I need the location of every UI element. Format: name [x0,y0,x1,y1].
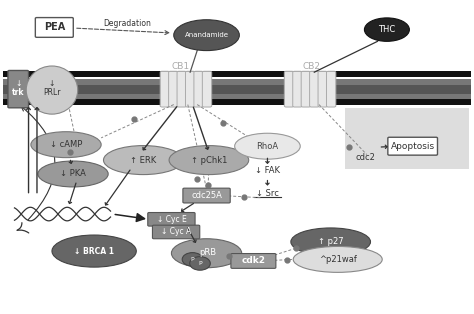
FancyBboxPatch shape [202,71,212,107]
Text: RhoA: RhoA [256,142,279,151]
FancyBboxPatch shape [388,137,438,155]
Text: ^p21waf: ^p21waf [319,255,356,264]
Bar [3,84,471,94]
Text: ↓ Cyc E: ↓ Cyc E [156,215,186,224]
FancyBboxPatch shape [231,253,276,268]
Ellipse shape [174,20,239,51]
Text: Apoptosis: Apoptosis [391,142,435,151]
FancyBboxPatch shape [36,18,73,37]
FancyArrowPatch shape [17,223,22,230]
Text: cdc2: cdc2 [356,154,376,162]
Bar [3,71,471,77]
Ellipse shape [38,161,108,187]
Ellipse shape [293,246,382,272]
FancyArrowPatch shape [17,230,29,233]
Ellipse shape [52,235,137,267]
Text: ↓ BRCA 1: ↓ BRCA 1 [74,246,114,256]
Ellipse shape [172,239,242,268]
FancyBboxPatch shape [327,71,336,107]
Text: CB1: CB1 [172,62,190,71]
Text: PRLr: PRLr [43,88,61,97]
Ellipse shape [182,253,203,266]
Ellipse shape [31,132,101,158]
Bar [3,90,471,99]
Text: ↓ cAMP: ↓ cAMP [50,140,82,149]
FancyArrowPatch shape [21,106,55,220]
Bar [3,84,471,94]
Text: ↓ FAK: ↓ FAK [255,166,280,176]
Text: ↓ Src: ↓ Src [256,189,279,198]
Text: Anandamide: Anandamide [184,32,228,38]
FancyBboxPatch shape [160,71,170,107]
Ellipse shape [190,257,210,270]
FancyBboxPatch shape [153,225,200,239]
Text: ↓: ↓ [15,79,21,88]
FancyBboxPatch shape [8,70,28,108]
FancyBboxPatch shape [318,71,328,107]
Bar [3,99,471,105]
Ellipse shape [365,18,410,41]
Ellipse shape [103,146,183,175]
FancyBboxPatch shape [185,71,195,107]
Text: ↑ p27: ↑ p27 [318,237,344,246]
FancyBboxPatch shape [177,71,186,107]
Ellipse shape [235,133,300,159]
Bar [345,108,469,169]
Text: pRB: pRB [199,248,216,257]
Text: P: P [191,257,194,262]
Text: CB2: CB2 [303,62,321,71]
FancyBboxPatch shape [293,71,302,107]
Text: trk: trk [12,88,25,97]
Text: PEA: PEA [44,23,65,32]
FancyBboxPatch shape [183,188,230,203]
Text: P: P [198,261,202,266]
FancyBboxPatch shape [310,71,319,107]
FancyBboxPatch shape [148,213,195,226]
Text: ↑ ERK: ↑ ERK [130,155,156,165]
Text: THC: THC [378,25,395,34]
Text: ↓ PKA: ↓ PKA [60,170,86,178]
Text: ↓ Cyc A: ↓ Cyc A [161,227,191,236]
Ellipse shape [169,146,249,175]
Text: ↓: ↓ [49,79,55,88]
Text: Degradation: Degradation [103,19,151,28]
FancyBboxPatch shape [169,71,178,107]
Text: ↑ pChk1: ↑ pChk1 [191,155,227,165]
Ellipse shape [291,228,371,256]
Bar [3,79,471,88]
FancyBboxPatch shape [194,71,203,107]
Text: cdk2: cdk2 [241,257,265,265]
Ellipse shape [26,66,78,114]
FancyBboxPatch shape [301,71,310,107]
FancyBboxPatch shape [284,71,294,107]
Text: cdc25A: cdc25A [191,191,222,200]
